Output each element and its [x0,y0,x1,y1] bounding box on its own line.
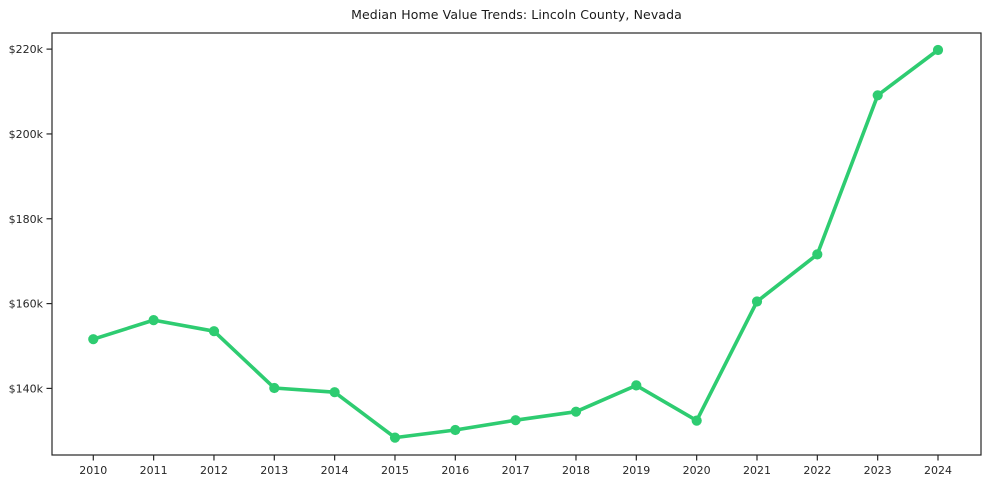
data-point-marker [570,406,582,417]
data-point-marker [932,44,944,56]
data-point-marker [691,415,702,426]
data-point-marker [88,334,99,345]
x-tick-label: 2018 [562,464,590,477]
y-tick-label: $160k [9,298,44,311]
x-tick-label: 2015 [381,464,409,477]
y-tick-label: $220k [9,43,44,56]
chart-title: Median Home Value Trends: Lincoln County… [351,7,682,22]
data-point-marker [269,382,280,394]
data-point-marker [872,90,883,101]
x-tick-label: 2023 [864,464,892,477]
y-tick-label: $180k [9,213,44,226]
x-tick-label: 2014 [321,464,349,477]
x-tick-label: 2019 [622,464,650,477]
x-tick-label: 2020 [683,464,711,477]
data-point-marker [751,296,763,307]
x-tick-label: 2022 [803,464,831,477]
series-median-home-value [88,44,944,443]
data-point-marker [450,424,461,436]
x-tick-label: 2021 [743,464,771,477]
trend-line [91,48,940,440]
y-tick-label: $140k [9,382,44,395]
x-tick-label: 2016 [441,464,469,477]
x-tick-label: 2017 [502,464,530,477]
data-point-marker [329,387,340,398]
x-tick-label: 2011 [140,464,168,477]
data-point-marker [148,315,159,326]
y-axis: $140k $160k $180k $200k $220k [9,43,52,395]
x-axis: 2010 2011 2012 2013 2014 2015 2016 2017 2018 2019… [79,455,952,477]
x-tick-label: 2010 [79,464,107,477]
x-tick-label: 2012 [200,464,228,477]
x-tick-label: 2013 [260,464,288,477]
data-point-marker [510,415,521,426]
x-tick-label: 2024 [924,464,952,477]
y-tick-label: $200k [9,128,44,141]
data-point-marker [389,432,401,443]
plot-area-border [51,32,982,456]
data-point-marker [631,380,642,391]
data-point-marker [812,249,823,260]
data-point-marker [208,326,220,337]
